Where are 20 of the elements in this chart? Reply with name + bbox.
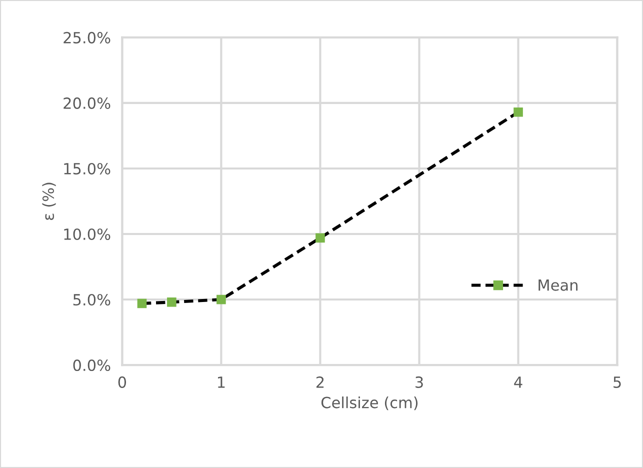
y-tick-label: 25.0% <box>64 32 110 44</box>
x-tick-label: 2 <box>316 376 324 388</box>
point <box>514 107 523 117</box>
x-tick-label: 0 <box>118 376 126 388</box>
x-tick-label: 3 <box>416 376 423 388</box>
x-tick-label: 4 <box>514 376 522 388</box>
y-axis-title: ε (%) <box>42 182 56 220</box>
x-tick-label: 5 <box>614 376 621 388</box>
point <box>167 297 176 307</box>
point <box>137 298 147 308</box>
point <box>216 294 226 304</box>
y-tick-label: 15.0% <box>64 162 110 174</box>
y-tick-label: 5.0% <box>73 294 110 306</box>
x-axis-title: Cellsize (cm) <box>321 396 418 410</box>
point <box>316 233 325 243</box>
legend-label: Mean <box>538 279 578 291</box>
y-tick-label: 10.0% <box>64 228 110 240</box>
y-tick-label: 20.0% <box>64 97 110 109</box>
x-tick-label: 1 <box>218 376 225 388</box>
y-tick-label: 0.0% <box>73 360 110 372</box>
